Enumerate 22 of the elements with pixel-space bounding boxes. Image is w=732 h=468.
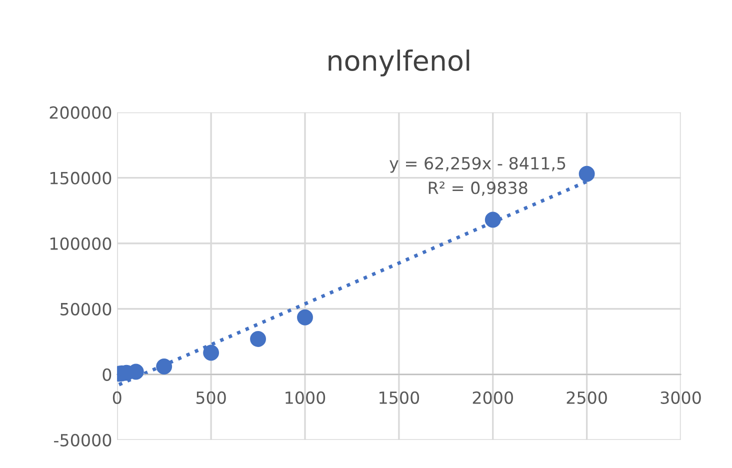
- x-tick-label: 3000: [660, 391, 701, 404]
- chart-title: nonylfenol: [328, 50, 470, 76]
- x-tick-label: 0: [112, 391, 122, 404]
- annotation: R² = 0,9838: [428, 182, 528, 196]
- point: [203, 344, 220, 361]
- x-tick-label: 500: [196, 391, 226, 404]
- point: [484, 212, 501, 228]
- x-tick-label: 2000: [472, 391, 513, 404]
- y-tick-label: 200000: [50, 106, 112, 119]
- x-tick-label: 1000: [286, 391, 326, 404]
- y-tick-label: 50000: [60, 302, 112, 316]
- x-tick-label: 2500: [566, 391, 607, 404]
- point: [156, 358, 172, 375]
- point: [578, 166, 595, 182]
- y-tick-label: 0: [102, 368, 112, 381]
- x-tick-label: 1500: [380, 391, 420, 404]
- point: [250, 331, 266, 347]
- y-tick-label: 150000: [50, 172, 112, 184]
- annotation: y = 62,259x - 8411,5: [390, 156, 566, 173]
- point: [297, 309, 313, 326]
- y-tick-label: -50000: [54, 434, 112, 446]
- y-tick-label: 100000: [50, 237, 112, 250]
